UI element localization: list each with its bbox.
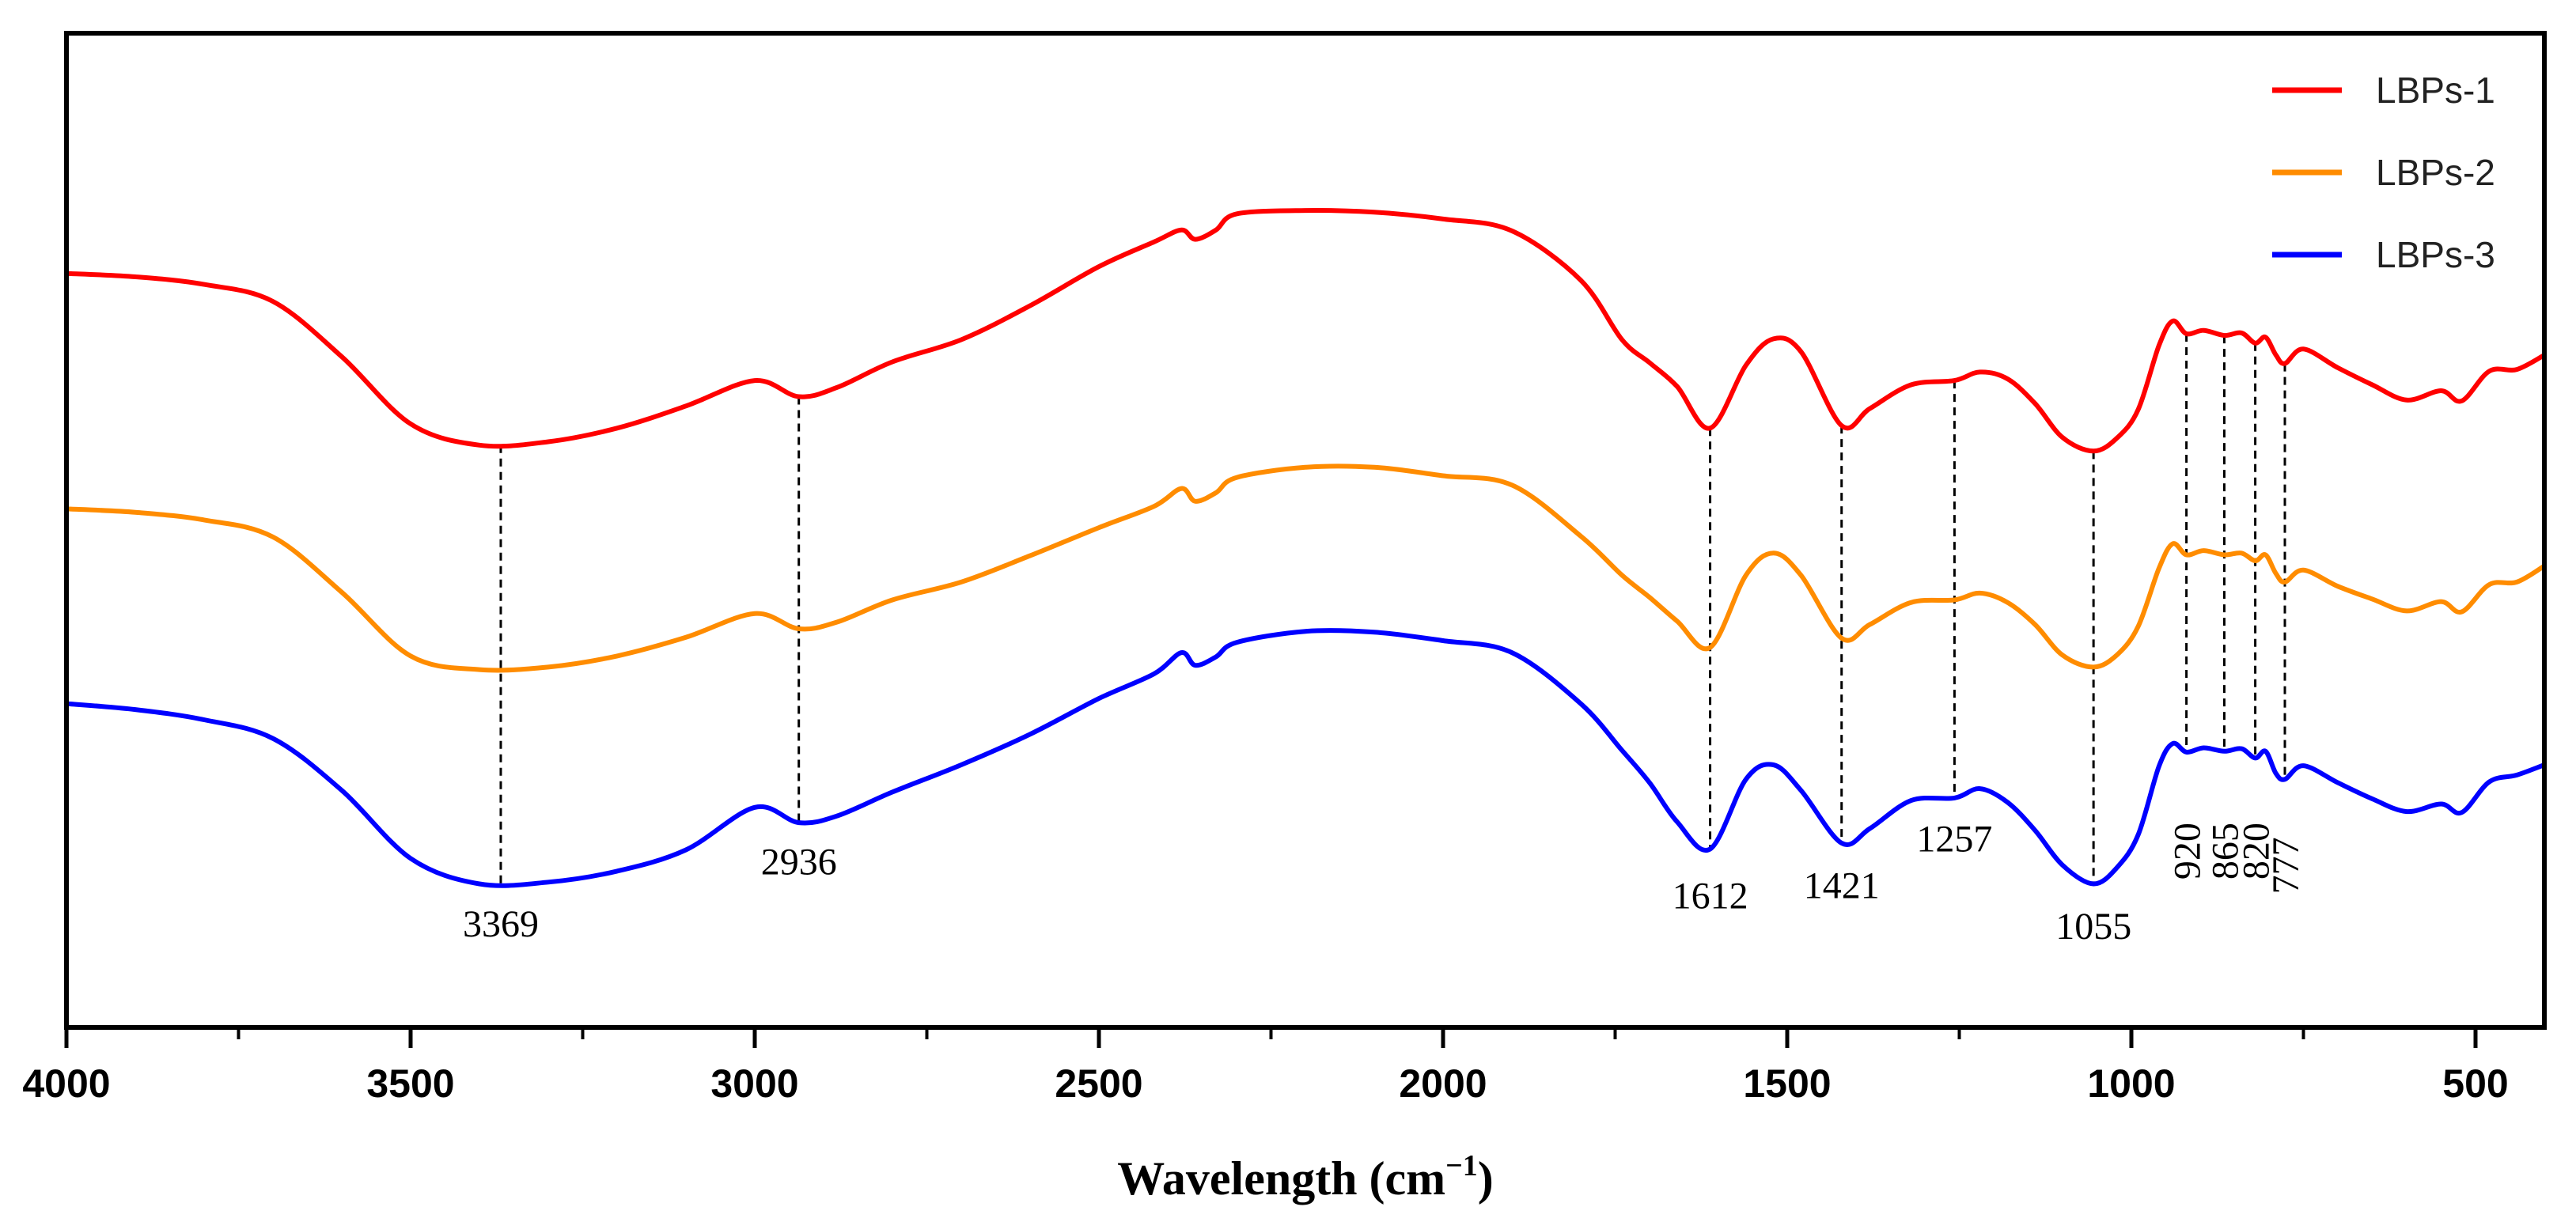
x-axis-title-text: Wavelength (cm (1117, 1152, 1445, 1205)
series-line-lbps-3 (64, 628, 2547, 888)
x-axis-title-close: ) (1478, 1152, 1494, 1205)
x-tick-label: 2500 (1055, 1061, 1142, 1106)
x-tick-label: 2000 (1399, 1061, 1487, 1106)
x-tick-label: 3500 (366, 1061, 454, 1106)
peak-label-865: 865 (2205, 823, 2247, 880)
peak-label-1055: 1055 (2055, 906, 2131, 948)
plot-frame (64, 31, 2547, 1030)
peak-label-1421: 1421 (1804, 865, 1880, 907)
peak-label-2936: 2936 (761, 841, 837, 883)
legend-label-lbps-3: LBPs-3 (2376, 234, 2495, 275)
x-tick-label: 3000 (710, 1061, 798, 1106)
legend-label-lbps-1: LBPs-1 (2376, 70, 2495, 111)
x-tick-label: 500 (2442, 1061, 2508, 1106)
legend-label-lbps-2: LBPs-2 (2376, 152, 2495, 193)
series-line-lbps-1 (64, 208, 2547, 454)
x-tick-label: 4000 (22, 1061, 110, 1106)
x-tick-label: 1000 (2087, 1061, 2175, 1106)
x-axis-title-sup: −1 (1445, 1149, 1478, 1182)
peak-label-820: 820 (2236, 823, 2278, 880)
legend: LBPs-1 LBPs-2 LBPs-3 (2272, 70, 2495, 275)
x-tick-label: 1500 (1743, 1061, 1831, 1106)
x-axis-ticks: 4000 3500 3000 2500 2000 1500 1000 500 (22, 1027, 2509, 1106)
peak-label-920: 920 (2167, 823, 2209, 880)
peak-label-1612: 1612 (1673, 875, 1748, 917)
series-line-lbps-2 (64, 463, 2547, 673)
peak-label-1257: 1257 (1916, 818, 1992, 860)
peak-label-3369: 3369 (463, 903, 539, 945)
peak-label-777: 777 (2265, 837, 2307, 894)
series-group (64, 208, 2547, 888)
x-axis-title: Wavelength (cm−1) (1117, 1149, 1494, 1205)
